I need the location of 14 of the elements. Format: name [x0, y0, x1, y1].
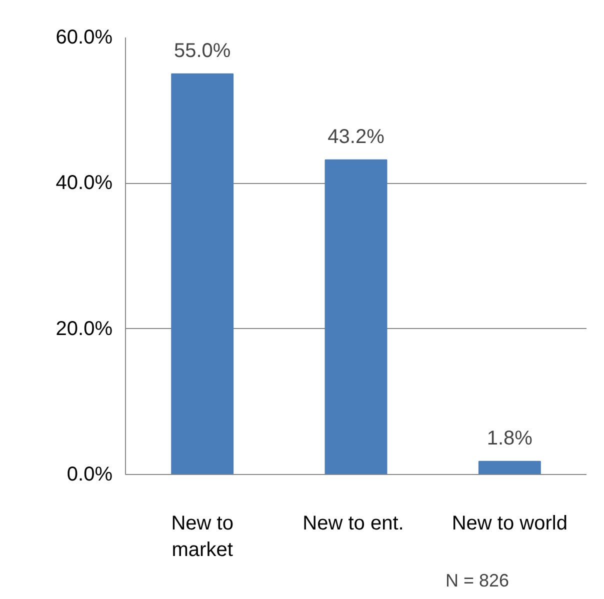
data-label: 55.0% — [174, 40, 231, 62]
y-tick-label: 0.0% — [66, 464, 113, 486]
text: N = 826 — [446, 570, 510, 590]
x-tick-label: New to world — [452, 512, 568, 534]
y-tick-label: 20.0% — [56, 318, 113, 340]
bar — [171, 73, 234, 474]
bar — [478, 460, 541, 474]
y-tick-label: 40.0% — [56, 172, 113, 194]
data-label: 43.2% — [328, 126, 385, 148]
bar — [324, 159, 388, 474]
x-tick-label: New to market — [171, 512, 234, 561]
data-label: 1.8% — [486, 427, 533, 450]
x-tick-label: New to ent. — [302, 512, 404, 534]
y-tick-label: 60.0% — [56, 26, 113, 48]
